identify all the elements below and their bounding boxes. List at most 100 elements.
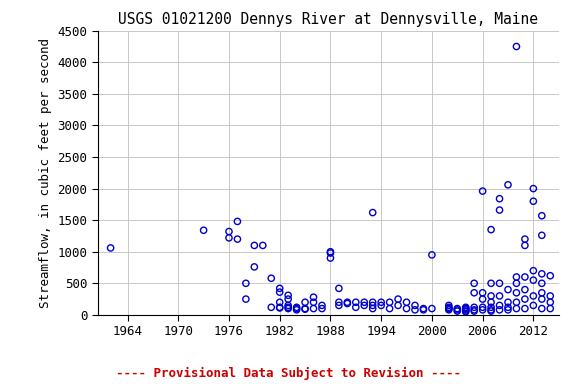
Point (275, 289, 285, 295)
Point (393, 302, 403, 308)
Point (410, 302, 419, 308)
Point (233, 218, 242, 225)
Point (267, 304, 276, 310)
Point (241, 296, 251, 302)
Point (537, 306, 547, 312)
Point (225, 228, 234, 235)
Point (487, 299, 496, 305)
Point (351, 304, 361, 310)
Point (461, 306, 471, 312)
Point (478, 307, 487, 313)
Point (292, 307, 301, 313)
Point (444, 302, 453, 308)
Point (402, 299, 411, 305)
Point (283, 292, 293, 298)
Point (512, 306, 521, 312)
Point (275, 299, 285, 305)
Point (334, 285, 343, 291)
Y-axis label: Streamflow, in cubic feet per second: Streamflow, in cubic feet per second (39, 38, 52, 308)
Point (461, 304, 471, 310)
Point (520, 242, 529, 248)
Point (545, 273, 555, 279)
Point (487, 308, 496, 314)
Point (359, 299, 369, 305)
Point (233, 236, 242, 242)
Point (410, 307, 419, 313)
Point (545, 299, 555, 305)
Point (106, 245, 115, 251)
Point (478, 290, 487, 296)
Point (283, 306, 293, 312)
Point (283, 304, 293, 310)
Point (309, 306, 318, 312)
Point (267, 275, 276, 281)
Point (469, 280, 479, 286)
Point (199, 227, 208, 233)
Point (368, 306, 377, 312)
Point (512, 274, 521, 280)
Point (469, 304, 479, 310)
Point (495, 302, 504, 308)
Point (529, 302, 538, 308)
Point (495, 195, 504, 202)
Point (503, 304, 513, 310)
Point (419, 307, 428, 313)
Point (478, 304, 487, 310)
Point (537, 232, 547, 238)
Point (487, 293, 496, 299)
Point (453, 307, 462, 313)
Point (377, 302, 386, 308)
Point (301, 306, 310, 312)
Point (461, 309, 471, 315)
Point (520, 296, 529, 302)
Point (529, 198, 538, 204)
Point (444, 304, 453, 310)
Point (444, 306, 453, 312)
Point (368, 299, 377, 305)
Point (487, 304, 496, 310)
Point (537, 296, 547, 302)
Point (326, 255, 335, 261)
Point (469, 290, 479, 296)
Point (292, 306, 301, 312)
Point (275, 305, 285, 311)
Point (529, 268, 538, 274)
Point (545, 293, 555, 299)
Point (537, 290, 547, 296)
Point (537, 271, 547, 277)
Point (250, 242, 259, 248)
Point (495, 307, 504, 313)
Point (317, 306, 327, 312)
Point (343, 300, 352, 306)
Point (453, 308, 462, 314)
Point (461, 306, 471, 312)
Point (453, 306, 462, 312)
Point (427, 306, 437, 312)
Point (503, 307, 513, 313)
Point (512, 43, 521, 50)
Point (292, 304, 301, 310)
Point (529, 277, 538, 283)
Point (461, 307, 471, 313)
Point (461, 308, 471, 314)
Point (512, 280, 521, 286)
Point (503, 286, 513, 293)
Point (368, 210, 377, 216)
Point (487, 307, 496, 313)
Point (317, 302, 327, 308)
Point (495, 207, 504, 213)
Point (241, 280, 251, 286)
Point (343, 299, 352, 305)
Point (309, 294, 318, 300)
Point (512, 290, 521, 296)
Point (545, 306, 555, 312)
Point (283, 296, 293, 302)
Point (225, 235, 234, 241)
Point (385, 306, 394, 312)
Point (529, 293, 538, 299)
Point (537, 213, 547, 219)
Point (495, 293, 504, 299)
Point (520, 306, 529, 312)
Point (520, 236, 529, 242)
Point (495, 280, 504, 286)
